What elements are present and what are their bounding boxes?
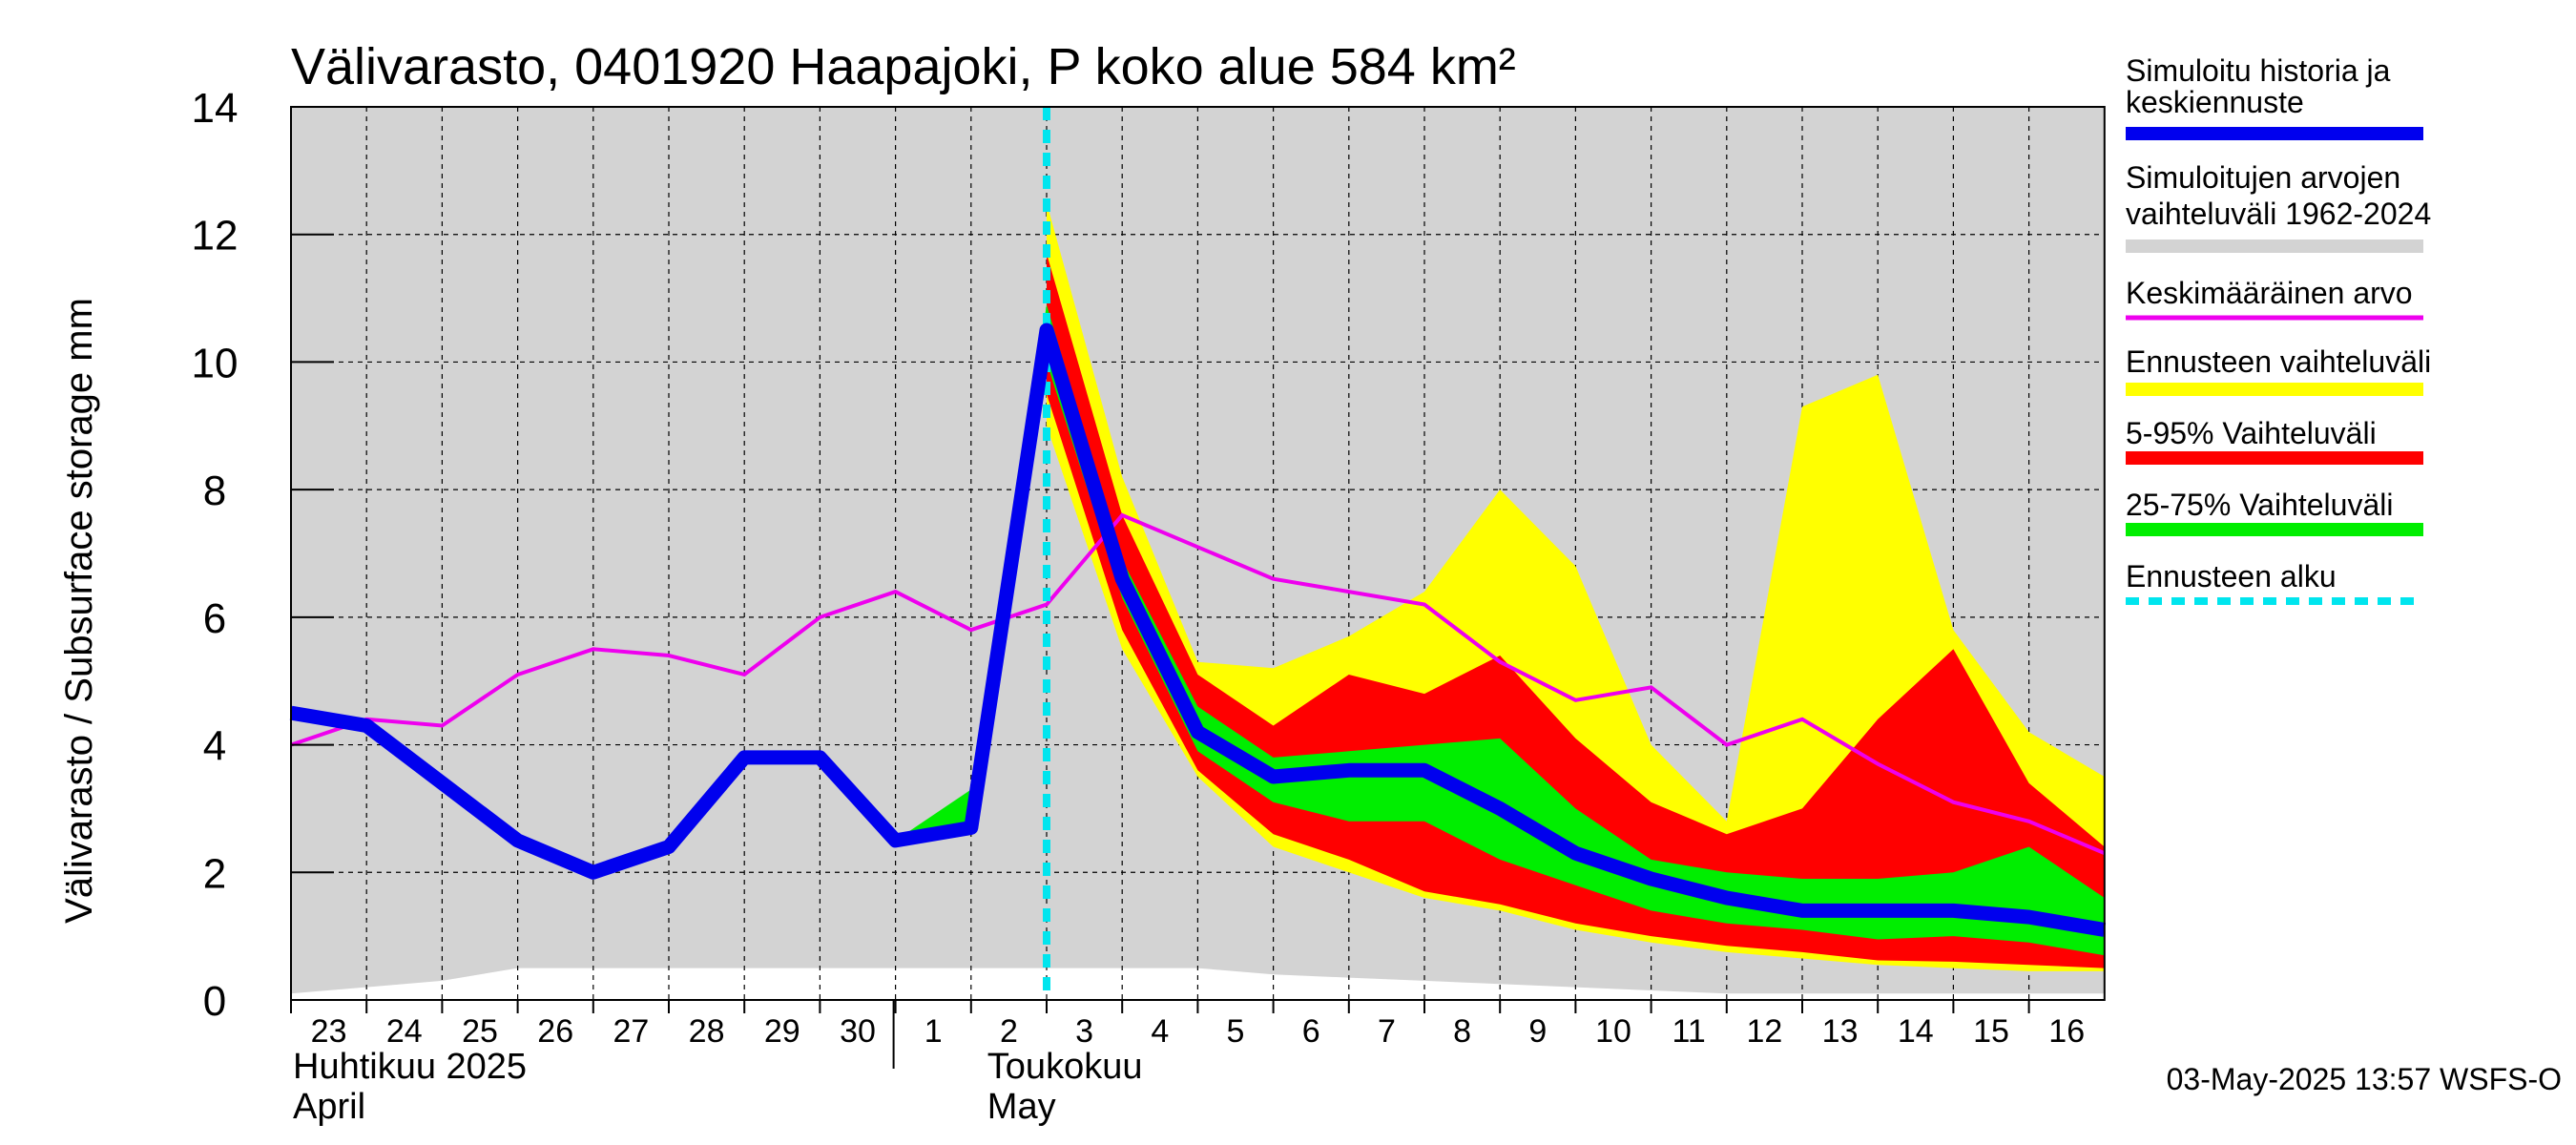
x-tick-label: 12 [1746,1013,1782,1050]
x-tick-label: 30 [840,1013,876,1050]
x-tick-label: 10 [1595,1013,1631,1050]
legend-label-line2: vaihteluväli 1962-2024 [2126,197,2431,231]
x-tick-label: 5 [1227,1013,1245,1050]
y-tick-label: 8 [203,468,226,514]
month-label: Toukokuu [987,1047,1143,1087]
y-tick-label: 2 [203,850,226,897]
y-axis-label: Välivarasto / Subsurface storage mm [58,298,100,924]
timestamp: 03-May-2025 13:57 WSFS-O [2167,1062,2562,1096]
x-tick-label: 13 [1822,1013,1859,1050]
legend-label: Ennusteen vaihteluväli [2126,344,2431,379]
y-tick-label: 4 [203,723,226,770]
legend-label: Keskimääräinen arvo [2126,276,2413,310]
mean-line [290,512,2106,856]
x-tick-label: 11 [1672,1013,1706,1050]
simulated-median-line [289,323,2107,937]
month-label: Huhtikuu 2025 [293,1047,527,1087]
x-tick-label: 7 [1378,1013,1396,1050]
x-tick-label: 9 [1528,1013,1547,1050]
x-tick-label: 8 [1453,1013,1471,1050]
x-tick-label: 16 [2048,1013,2085,1050]
y-tick-label: 14 [192,85,239,132]
x-tick-label: 27 [613,1013,649,1050]
legend-label: Ennusteen alku [2126,559,2337,593]
x-tick-label: 4 [1151,1013,1169,1050]
x-tick-label: 28 [689,1013,725,1050]
x-tick-label: 23 [311,1013,347,1050]
legend-label: 25-75% Vaihteluväli [2126,488,2393,522]
y-tick-label: 10 [192,340,239,386]
x-tick-label: 25 [462,1013,498,1050]
y-tick-label: 12 [192,213,239,260]
x-tick-label: 1 [924,1013,943,1050]
x-tick-label: 26 [537,1013,573,1050]
legend-label: Simuloitu historia ja [2126,53,2391,88]
x-tick-label: 6 [1302,1013,1320,1050]
legend-label: 5-95% Vaihteluväli [2126,416,2377,450]
chart-title: Välivarasto, 0401920 Haapajoki, P koko a… [291,38,1516,95]
month-label-en: May [987,1087,1056,1127]
x-tick-label: 3 [1075,1013,1093,1050]
y-tick-label: 6 [203,595,226,642]
x-tick-label: 14 [1898,1013,1934,1050]
x-tick-label: 2 [1000,1013,1018,1050]
x-tick-label: 15 [1973,1013,2009,1050]
x-tick-label: 29 [764,1013,800,1050]
month-label-en: April [293,1087,365,1127]
legend-label-line2: keskiennuste [2126,85,2304,119]
percentile-25-75-band [895,304,2105,956]
x-tick-label: 24 [386,1013,423,1050]
y-tick-label: 0 [203,978,226,1025]
legend-label: Simuloitujen arvojen [2126,160,2400,195]
